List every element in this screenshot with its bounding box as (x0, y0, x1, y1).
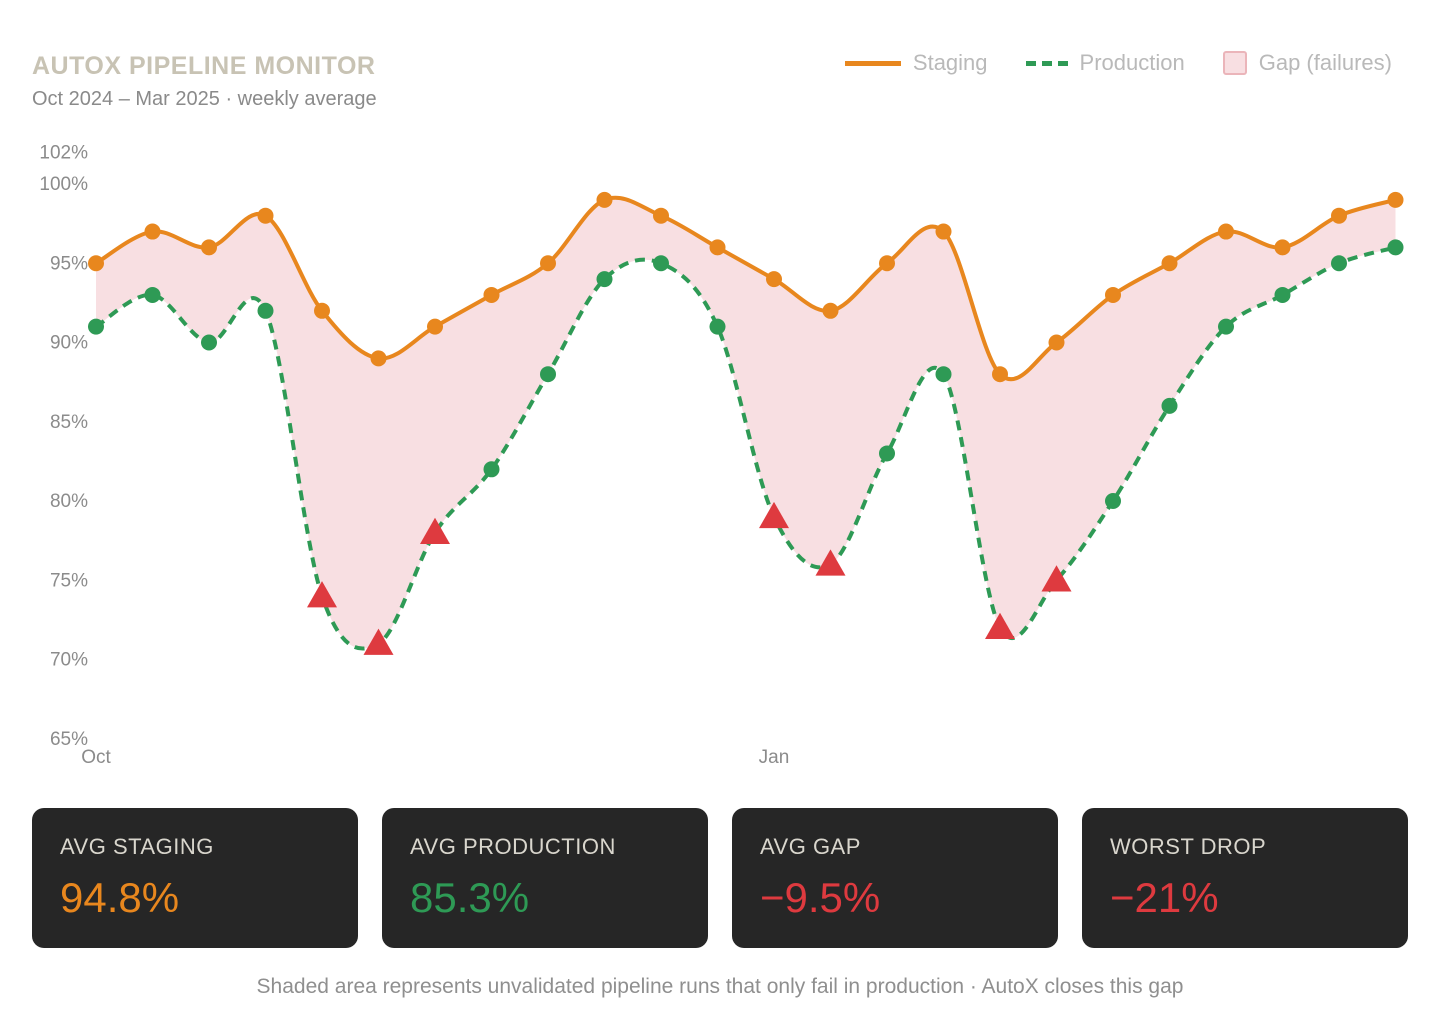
stat-card-worst-drop: WORST DROP −21% (1082, 808, 1408, 948)
staging-point (88, 255, 104, 272)
staging-point (653, 207, 669, 224)
stat-label: AVG GAP (760, 834, 861, 859)
staging-point (596, 191, 613, 208)
stat-card-avg-staging: AVG STAGING 94.8% (32, 808, 358, 948)
stat-value: −21% (1110, 874, 1219, 921)
legend-item-gap: Gap (failures) (1222, 50, 1392, 76)
production-point (935, 366, 952, 383)
gap-area (96, 197, 1396, 649)
failure-marker (815, 549, 846, 576)
x-tick-label: Jan (759, 747, 790, 768)
chart-footnote: Shaded area represents unvalidated pipel… (256, 975, 1184, 998)
staging-point (427, 318, 443, 335)
production-point (88, 318, 104, 335)
chart-legend: Staging Production Gap (failures) (844, 50, 1392, 76)
failure-marker (759, 501, 789, 529)
staging-point (314, 302, 330, 319)
staging-point (1105, 286, 1121, 303)
y-tick-label: 65% (50, 729, 88, 750)
y-tick-label: 80% (50, 491, 88, 512)
production-point (596, 271, 613, 288)
staging-point (1387, 191, 1404, 208)
legend-item-staging: Staging (844, 50, 988, 76)
legend-swatch-staging (844, 60, 901, 66)
staging-point (1331, 207, 1347, 224)
production-point (483, 461, 500, 478)
staging-point (1048, 334, 1065, 351)
y-tick-label: 100% (39, 174, 88, 195)
failure-marker (307, 581, 337, 608)
production-point (540, 366, 556, 383)
staging-point (1218, 223, 1234, 240)
failure-marker (985, 612, 1015, 640)
x-tick-label: Oct (81, 747, 111, 768)
production-point (653, 255, 669, 272)
legend-label-staging: Staging (912, 50, 988, 75)
staging-point (483, 286, 500, 303)
y-tick-label: 85% (50, 412, 88, 433)
stat-value: 94.8% (60, 874, 180, 921)
production-point (1331, 255, 1347, 272)
staging-point (1161, 255, 1178, 272)
failure-marker (1041, 565, 1072, 592)
stat-label: WORST DROP (1110, 834, 1267, 859)
stat-card-avg-gap: AVG GAP −9.5% (732, 808, 1058, 948)
production-point (144, 286, 161, 303)
failure-marker (363, 628, 394, 655)
stat-card-avg-production: AVG PRODUCTION 85.3% (382, 808, 708, 948)
legend-swatch-gap (1222, 51, 1247, 75)
staging-point (1274, 239, 1291, 256)
y-tick-label: 90% (50, 333, 88, 354)
production-point (201, 334, 217, 351)
staging-point (766, 271, 782, 288)
production-point (879, 445, 895, 462)
production-point (1274, 286, 1291, 303)
stat-value: 85.3% (410, 874, 530, 921)
stat-label: AVG STAGING (60, 834, 214, 859)
stat-label: AVG PRODUCTION (410, 834, 616, 859)
stat-value: −9.5% (760, 874, 881, 921)
legend-item-production: Production (1025, 50, 1185, 76)
staging-point (257, 207, 274, 224)
production-point (709, 318, 726, 335)
production-point (1105, 493, 1121, 509)
chart-subtitle: Oct 2024 – Mar 2025 · weekly average (32, 88, 377, 110)
staging-point (935, 223, 952, 240)
chart-title: AUTOX PIPELINE MONITOR (32, 52, 376, 80)
y-tick-label: 95% (50, 253, 88, 274)
staging-point (709, 239, 726, 256)
line-chart: 102% 100% 95% 90% 85% 80% 75% 70% 65%Oct Jan (39, 142, 1404, 768)
y-tick-label: 75% (50, 570, 88, 591)
production-point (257, 302, 274, 319)
y-tick-label: 102% (39, 142, 88, 163)
staging-point (370, 350, 387, 367)
staging-point (879, 255, 895, 272)
staging-point (992, 366, 1008, 383)
failure-marker (420, 517, 450, 544)
production-line (94, 245, 1397, 651)
production-point (1387, 239, 1404, 256)
production-point (1218, 318, 1234, 335)
production-point (1161, 397, 1178, 414)
staging-point (144, 223, 161, 240)
staging-point (540, 255, 556, 272)
stats-cards: AVG STAGING 94.8% AVG PRODUCTION 85.3% A… (32, 808, 1408, 948)
y-tick-label: 70% (50, 650, 88, 671)
staging-point (201, 239, 217, 256)
legend-swatch-production (1025, 60, 1068, 66)
legend-label-gap: Gap (failures) (1258, 50, 1392, 75)
staging-point (822, 302, 839, 319)
legend-label-production: Production (1079, 50, 1185, 75)
